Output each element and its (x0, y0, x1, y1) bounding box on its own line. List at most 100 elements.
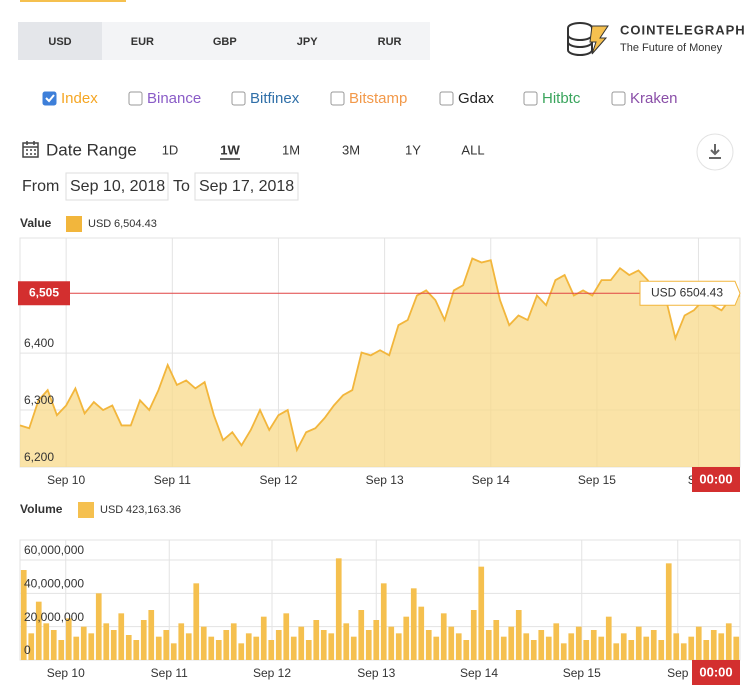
volume-bar (215, 640, 222, 660)
volume-bar (643, 636, 650, 660)
exchange-label[interactable]: Bitstamp (349, 90, 407, 107)
x-tick-label: Sep 14 (472, 473, 510, 487)
volume-bar (425, 630, 432, 660)
volume-bar (65, 618, 72, 660)
volume-bar (343, 623, 350, 660)
checkbox[interactable] (611, 91, 626, 106)
volume-bar (170, 643, 177, 660)
volume-bar (350, 636, 357, 660)
date-range-label: Date Range (46, 140, 137, 159)
exchange-label[interactable]: Index (61, 90, 98, 107)
volume-bar (478, 566, 485, 660)
x-tick-label: Sep (667, 666, 689, 680)
range-option[interactable]: 1M (282, 142, 300, 157)
volume-bar (125, 635, 132, 660)
checkbox[interactable] (231, 91, 246, 106)
range-option[interactable]: ALL (461, 142, 484, 157)
volume-bar (575, 626, 582, 660)
volume-bar (290, 636, 297, 660)
volume-bar (230, 623, 237, 660)
volume-bar (395, 633, 402, 660)
tagline: The Future of Money (620, 42, 723, 54)
volume-bar (335, 558, 342, 660)
x-tick-label: Sep 11 (151, 666, 188, 680)
legend-swatch (78, 502, 94, 518)
range-option[interactable]: 1Y (405, 142, 421, 157)
x-tick-label: Sep 13 (357, 666, 395, 680)
volume-bar (163, 630, 170, 660)
exchange-label[interactable]: Gdax (458, 90, 494, 107)
volume-bar (283, 613, 290, 660)
volume-bar (260, 616, 267, 660)
currency-tab[interactable]: JPY (297, 36, 318, 48)
range-option[interactable]: 3M (342, 142, 360, 157)
x-tick-label: Sep 11 (154, 473, 191, 487)
tooltip-box (639, 280, 741, 306)
volume-bar (500, 636, 507, 660)
volume-bar (253, 636, 260, 660)
volume-bar (568, 633, 575, 660)
volume-bar (50, 630, 57, 660)
legend-swatch (66, 216, 82, 232)
volume-bar (455, 633, 462, 660)
volume-bar (658, 640, 665, 660)
x-tick-label: Sep 12 (259, 473, 297, 487)
y-tick-label: 6,300 (24, 393, 54, 407)
current-label: 6,505 (29, 285, 59, 299)
y-tick-label: 60,000,000 (24, 543, 84, 557)
chart-title: Value (20, 216, 52, 230)
checkbox[interactable] (439, 91, 454, 106)
currency-tab[interactable]: EUR (131, 36, 154, 48)
volume-bar (80, 626, 87, 660)
checkmark (45, 94, 55, 103)
volume-bar (695, 626, 702, 660)
volume-bar (320, 630, 327, 660)
exchange-label[interactable]: Kraken (630, 90, 678, 107)
volume-bar (418, 606, 425, 660)
volume-bar (560, 643, 567, 660)
volume-bar (223, 630, 230, 660)
range-option[interactable]: 1D (162, 142, 179, 157)
volume-bar (448, 626, 455, 660)
volume-bar (305, 640, 312, 660)
to-date: Sep 17, 2018 (199, 178, 294, 195)
volume-bar (238, 643, 245, 660)
exchange-label[interactable]: Binance (147, 90, 201, 107)
exchange-label[interactable]: Bitfinex (250, 90, 300, 107)
y-tick-label: 0 (24, 643, 31, 657)
time-badge-box (692, 660, 740, 685)
y-tick-label: 6,200 (24, 450, 54, 464)
currency-tab[interactable]: USD (48, 36, 71, 48)
checkbox[interactable] (42, 91, 57, 106)
volume-bar (628, 640, 635, 660)
x-tick-label: Sep 12 (253, 666, 291, 680)
from-input[interactable] (65, 172, 169, 201)
legend-name: USD (100, 504, 123, 516)
volume-bar (718, 633, 725, 660)
y-tick-label: 6,400 (24, 336, 54, 350)
checkbox[interactable] (523, 91, 538, 106)
volume-bar (298, 626, 305, 660)
volume-bar (358, 610, 365, 660)
from-label: From (22, 178, 59, 195)
checkbox[interactable] (330, 91, 345, 106)
chart-title: Volume (20, 502, 63, 516)
volume-bar (185, 633, 192, 660)
volume-bar (470, 610, 477, 660)
range-option[interactable]: 1W (220, 142, 240, 157)
volume-bar (650, 630, 657, 660)
volume-bar (523, 633, 530, 660)
checkbox[interactable] (128, 91, 143, 106)
currency-tab[interactable]: RUR (378, 36, 402, 48)
volume-bar (178, 623, 185, 660)
volume-bar (110, 630, 117, 660)
volume-bar (508, 626, 515, 660)
exchange-label[interactable]: Hitbtc (542, 90, 581, 107)
currency-tab[interactable]: GBP (213, 36, 237, 48)
volume-bar (583, 640, 590, 660)
volume-bar (200, 626, 207, 660)
brand: COINTELEGRAPH (620, 22, 746, 37)
download-icon (709, 144, 721, 159)
to-input[interactable] (194, 172, 299, 201)
volume-bar (365, 630, 372, 660)
